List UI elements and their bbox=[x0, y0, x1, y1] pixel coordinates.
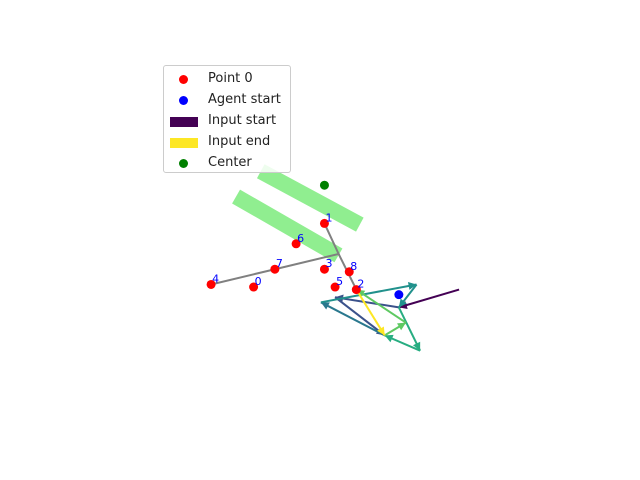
point-3 bbox=[319, 264, 329, 274]
legend-label: Agent start bbox=[208, 92, 281, 107]
point-label-1: 1 bbox=[325, 211, 332, 224]
input-arrow-head-10 bbox=[377, 326, 385, 336]
legend-item-input-start: Input start bbox=[164, 112, 290, 132]
region-bar bbox=[256, 164, 364, 232]
legend-item-center: Center bbox=[164, 154, 290, 174]
input-arrow-9 bbox=[355, 288, 407, 324]
input-arrow-head-5 bbox=[398, 298, 407, 308]
point-6 bbox=[291, 239, 301, 249]
input-arrow-head-8 bbox=[397, 322, 406, 331]
purple-patch-icon bbox=[170, 117, 198, 127]
input-arrow-head-6 bbox=[412, 341, 421, 351]
legend: Point 0 Agent start Input start Input en… bbox=[163, 65, 291, 173]
point-2 bbox=[351, 285, 361, 295]
point-labels: 0 1 2 3 4 5 6 7 8 bbox=[212, 211, 364, 290]
point-4 bbox=[206, 279, 216, 289]
point-label-4: 4 bbox=[212, 272, 219, 285]
legend-item-point-0: Point 0 bbox=[164, 70, 290, 90]
legend-label: Point 0 bbox=[208, 71, 253, 86]
input-arrow-10 bbox=[355, 289, 386, 336]
red-dot-icon bbox=[179, 75, 188, 84]
point-7 bbox=[270, 264, 280, 274]
legend-item-agent-start: Agent start bbox=[164, 91, 290, 111]
input-arrow-6 bbox=[397, 306, 422, 352]
point-label-6: 6 bbox=[297, 232, 304, 245]
point-label-2: 2 bbox=[357, 278, 364, 291]
input-arrows bbox=[320, 282, 460, 352]
point-1 bbox=[319, 218, 329, 228]
input-arrow-head-7 bbox=[384, 334, 394, 343]
point-5 bbox=[330, 282, 340, 292]
point-label-3: 3 bbox=[325, 257, 332, 270]
point-0 bbox=[249, 282, 259, 292]
points bbox=[206, 180, 404, 300]
center-point bbox=[319, 180, 329, 190]
input-arrow-1 bbox=[334, 296, 400, 309]
legend-item-input-end: Input end bbox=[164, 133, 290, 153]
legend-label: Input end bbox=[208, 134, 271, 149]
path-line bbox=[210, 222, 341, 286]
point-label-8: 8 bbox=[350, 260, 357, 273]
point-8 bbox=[344, 267, 354, 277]
input-arrow-head-4 bbox=[407, 282, 417, 290]
input-arrow-2 bbox=[334, 296, 386, 337]
region-bar bbox=[232, 189, 343, 263]
point-label-0: 0 bbox=[255, 275, 262, 288]
agent-start-point bbox=[394, 290, 404, 300]
input-arrow-0 bbox=[398, 288, 460, 309]
green-dot-icon bbox=[179, 159, 188, 168]
input-arrow-head-3 bbox=[320, 302, 330, 310]
point-label-5: 5 bbox=[336, 275, 343, 288]
yellow-patch-icon bbox=[170, 138, 198, 148]
t-shaped-region bbox=[232, 164, 364, 263]
legend-label: Center bbox=[208, 155, 252, 170]
input-arrow-3 bbox=[320, 301, 386, 337]
input-arrow-4 bbox=[320, 283, 417, 304]
point-label-7: 7 bbox=[276, 257, 283, 270]
legend-label: Input start bbox=[208, 113, 277, 128]
blue-dot-icon bbox=[179, 96, 188, 105]
